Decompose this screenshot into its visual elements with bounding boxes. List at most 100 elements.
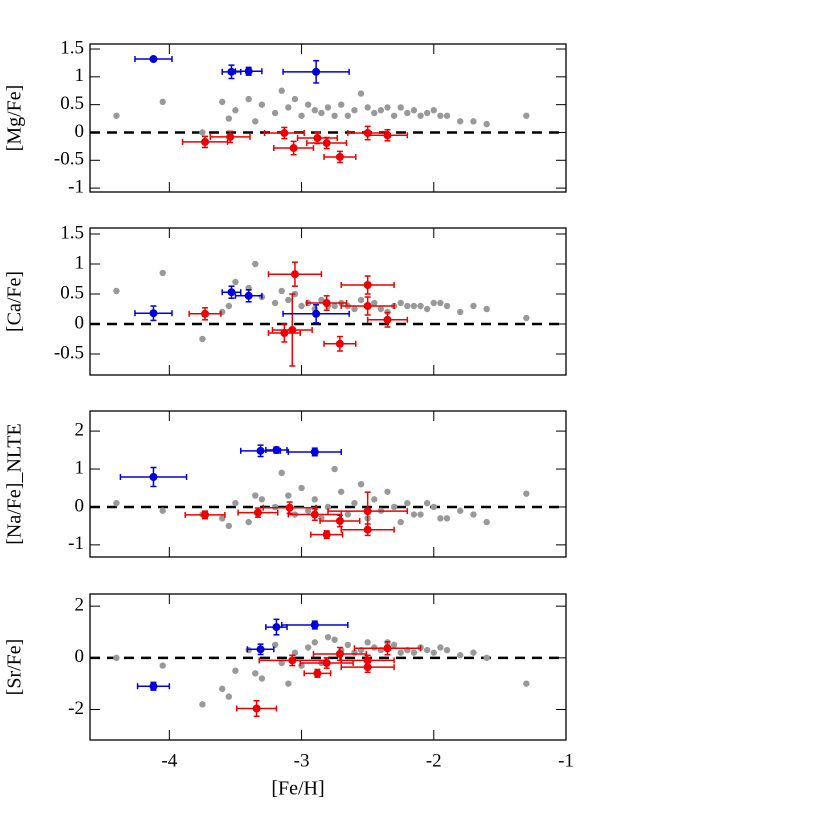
plot-frame (89, 43, 567, 193)
data-point (219, 515, 226, 522)
data-point (410, 302, 418, 310)
data-point (397, 649, 404, 656)
data-point (285, 104, 292, 111)
plot-frame (89, 227, 567, 376)
data-point (371, 496, 378, 503)
data-point (226, 132, 235, 141)
data-point (298, 112, 305, 119)
data-point (523, 112, 530, 119)
data-point (410, 649, 418, 656)
data-point (227, 67, 236, 76)
x-axis-label: [Fe/H] (271, 778, 324, 800)
data-point (256, 446, 265, 455)
y-tick-label: 1 (75, 252, 85, 273)
data-point (304, 644, 312, 651)
data-point (245, 518, 252, 526)
data-point (201, 309, 210, 318)
y-tick-label: -2 (68, 698, 84, 719)
data-point (483, 120, 490, 128)
data-point (232, 107, 239, 114)
data-point (523, 680, 530, 687)
data-point (363, 302, 372, 310)
data-point (159, 98, 166, 106)
data-point (271, 109, 279, 117)
data-point (312, 67, 321, 76)
data-point (201, 510, 210, 519)
data-point (324, 633, 332, 641)
y-tick-label: 0.5 (60, 93, 84, 114)
data-point (225, 302, 233, 310)
data-point (227, 288, 236, 297)
data-point (377, 305, 385, 313)
data-point (457, 652, 464, 659)
data-point (311, 639, 318, 646)
data-point (331, 112, 338, 119)
data-point (272, 446, 281, 455)
data-point (417, 302, 424, 310)
data-point (201, 137, 210, 146)
data-point (311, 107, 318, 114)
data-point (377, 107, 385, 114)
data-point (404, 499, 411, 507)
y-tick-label: 2 (75, 419, 85, 440)
data-point (313, 134, 322, 143)
data-point (322, 530, 331, 539)
data-point (149, 55, 158, 64)
data-point (338, 488, 345, 495)
data-point (363, 507, 372, 516)
data-point (457, 118, 464, 125)
data-point (357, 480, 365, 488)
data-point (318, 109, 325, 117)
data-point (470, 511, 477, 518)
y-tick-label: 0 (75, 312, 85, 333)
data-point (344, 511, 352, 518)
data-point (338, 101, 345, 108)
data-point (423, 305, 431, 313)
x-tick-label: -2 (426, 750, 442, 771)
plot-frame (89, 593, 567, 741)
y-tick-label: 1.5 (60, 222, 84, 243)
data-point (291, 649, 299, 656)
data-point (199, 335, 206, 343)
data-point (430, 503, 437, 511)
data-point (113, 287, 120, 295)
data-point (443, 515, 451, 522)
data-point (278, 287, 285, 295)
data-point (397, 104, 404, 111)
data-point (280, 129, 289, 138)
data-point (483, 305, 490, 313)
data-point (219, 98, 226, 106)
data-point (423, 109, 431, 117)
data-point (271, 299, 279, 307)
data-point (417, 112, 424, 119)
data-point (383, 644, 392, 653)
data-point (423, 499, 431, 507)
data-point (397, 299, 404, 307)
data-point (322, 139, 331, 148)
data-point (252, 670, 259, 677)
data-point (322, 658, 331, 667)
data-point (390, 641, 398, 649)
y-tick-label: 1 (75, 457, 85, 478)
data-point (149, 472, 158, 481)
data-point (278, 87, 285, 94)
y-axis-label: [Na/Fe]_NLTE (4, 423, 26, 544)
data-point (285, 503, 294, 512)
data-point (523, 490, 530, 497)
y-tick-label: -1 (68, 533, 84, 554)
data-point (310, 447, 319, 456)
data-point (199, 701, 206, 708)
data-point (253, 508, 262, 517)
data-point (304, 507, 312, 514)
data-point (225, 693, 233, 700)
data-point (384, 488, 391, 495)
y-tick-label: 0 (75, 646, 85, 667)
data-point (410, 511, 418, 518)
data-point (256, 645, 265, 654)
data-point (390, 503, 398, 511)
data-point (331, 302, 338, 310)
data-point (324, 503, 332, 511)
data-point (232, 667, 239, 674)
data-point (310, 510, 319, 519)
